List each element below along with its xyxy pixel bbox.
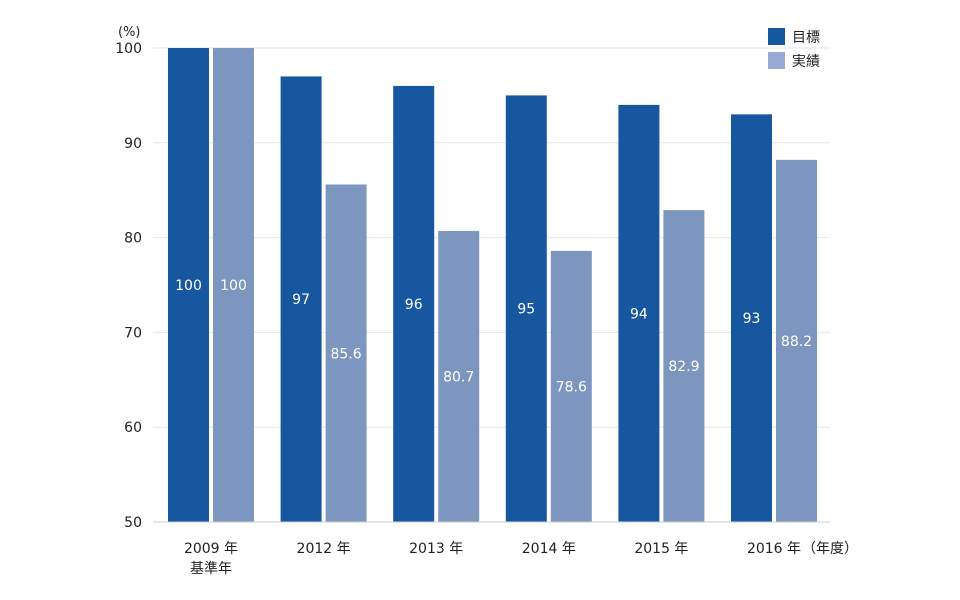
- gridlines: [153, 47, 830, 428]
- bar-value-label: 88.2: [781, 334, 812, 350]
- bar-value-labels: 100 100 97 85.6 96 80.7 95 78.6 94 82.9 93 88.2: [175, 278, 812, 395]
- y-tick-label: 100: [115, 41, 142, 57]
- x-category-label: 2012 年: [297, 541, 351, 557]
- x-category-label: 2015 年: [634, 541, 688, 557]
- legend-label: 目標: [792, 30, 820, 46]
- x-unit-label: （年度）: [802, 541, 858, 557]
- x-category-sublabel: 基準年: [190, 560, 232, 577]
- bar-target: [505, 95, 547, 523]
- bar-actual: [663, 210, 705, 522]
- bar-actual: [325, 184, 367, 522]
- bar-target: [168, 48, 209, 522]
- bar-value-label: 80.7: [443, 369, 474, 385]
- x-category-label: 2009 年: [184, 541, 238, 557]
- bar-value-label: 96: [405, 297, 423, 313]
- bar-value-label: 97: [292, 292, 310, 308]
- bars: [168, 48, 817, 523]
- y-tick-label: 80: [124, 231, 142, 247]
- bar-actual: [776, 159, 817, 522]
- y-unit-label: (%): [118, 25, 141, 40]
- bar-actual: [438, 230, 480, 523]
- bar-value-label: 95: [517, 302, 535, 318]
- bar-value-label: 100: [175, 278, 202, 294]
- bar-value-label: 82.9: [668, 359, 699, 375]
- y-tick-label: 90: [124, 136, 142, 152]
- bar-value-label: 94: [630, 306, 648, 322]
- bar-value-label: 100: [220, 278, 247, 294]
- legend-swatch: [768, 52, 785, 69]
- bar-value-label: 93: [743, 311, 761, 327]
- bar-value-label: 78.6: [556, 379, 587, 395]
- y-tick-label: 60: [124, 420, 142, 436]
- bar-actual: [213, 48, 254, 522]
- bar-target: [393, 85, 435, 523]
- legend-label: 実績: [792, 54, 820, 70]
- x-category-label: 2014 年: [522, 541, 576, 557]
- bar-target: [618, 104, 660, 522]
- bar-value-label: 85.6: [331, 346, 362, 362]
- y-tick-label: 50: [124, 515, 142, 531]
- y-tick-label: 70: [124, 325, 142, 341]
- bar-actual: [550, 250, 592, 522]
- bar-target: [280, 76, 322, 522]
- legend-swatch: [768, 28, 785, 45]
- x-category-label: 2013 年: [409, 541, 463, 557]
- bar-target: [731, 114, 772, 523]
- x-category-label: 2016 年: [747, 541, 801, 557]
